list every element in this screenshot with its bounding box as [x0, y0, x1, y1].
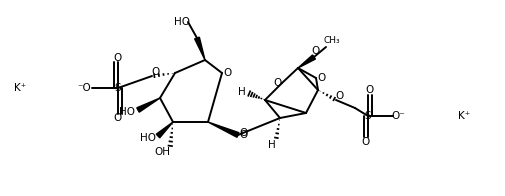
Polygon shape	[208, 122, 239, 137]
Text: O: O	[114, 53, 122, 63]
Text: K⁺: K⁺	[458, 111, 470, 121]
Text: H: H	[238, 87, 246, 97]
Polygon shape	[137, 98, 160, 112]
Text: O: O	[239, 128, 247, 138]
Text: S: S	[115, 83, 121, 93]
Text: O⁻: O⁻	[391, 111, 405, 121]
Text: K⁺: K⁺	[14, 83, 26, 93]
Text: O: O	[223, 68, 231, 78]
Text: H: H	[268, 140, 276, 150]
Text: O: O	[273, 78, 281, 88]
Text: O: O	[152, 67, 160, 77]
Text: HO: HO	[140, 133, 156, 143]
Text: O: O	[239, 130, 247, 140]
Text: OH: OH	[154, 147, 170, 157]
Text: CH₃: CH₃	[324, 35, 340, 44]
Text: HO: HO	[174, 17, 190, 27]
Polygon shape	[194, 37, 205, 60]
Text: ⁻O: ⁻O	[77, 83, 91, 93]
Text: O: O	[362, 137, 370, 147]
Text: O: O	[312, 46, 320, 56]
Text: HO: HO	[119, 107, 135, 117]
Text: O: O	[317, 73, 325, 83]
Text: S: S	[365, 111, 371, 121]
Text: O: O	[366, 85, 374, 95]
Polygon shape	[298, 55, 316, 68]
Polygon shape	[156, 122, 173, 138]
Text: O: O	[114, 113, 122, 123]
Text: O: O	[336, 91, 344, 101]
